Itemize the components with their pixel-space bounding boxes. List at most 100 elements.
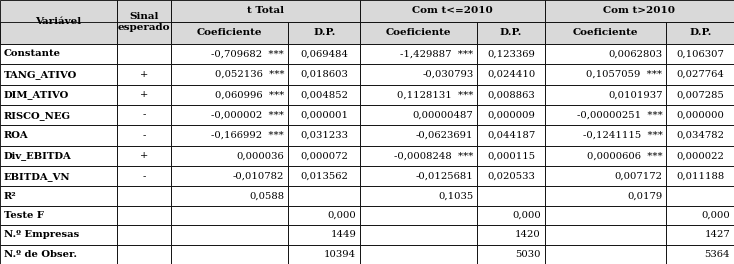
Text: EBITDA_VN: EBITDA_VN [4, 172, 70, 181]
Bar [171, 166, 288, 186]
Text: -0,0008248  ***: -0,0008248 *** [394, 151, 473, 160]
Text: +: + [140, 151, 148, 160]
Bar [0, 84, 117, 105]
Bar [171, 146, 288, 166]
Text: t Total: t Total [247, 6, 284, 15]
Text: 5364: 5364 [705, 250, 730, 259]
Text: Teste F: Teste F [4, 211, 44, 220]
Text: Div_EBITDA: Div_EBITDA [4, 151, 72, 160]
Bar [666, 22, 734, 44]
Text: Com t>2010: Com t>2010 [603, 6, 675, 15]
Bar [477, 125, 545, 146]
Bar [0, 44, 117, 64]
Bar [477, 146, 545, 166]
Bar [666, 245, 734, 264]
Text: +: + [140, 90, 148, 99]
Bar [545, 125, 666, 146]
Bar [477, 245, 545, 264]
Bar [477, 186, 545, 206]
Text: 0,020533: 0,020533 [487, 172, 535, 181]
Text: N.º de Obser.: N.º de Obser. [4, 250, 77, 259]
Text: 0,000072: 0,000072 [300, 151, 348, 160]
Text: 0,000009: 0,000009 [487, 111, 535, 120]
Bar [545, 44, 666, 64]
Text: 0,034782: 0,034782 [676, 131, 724, 140]
Bar [666, 186, 734, 206]
Text: Variável: Variável [35, 17, 81, 26]
Bar [171, 105, 288, 125]
Bar [666, 206, 734, 225]
Bar [360, 84, 477, 105]
Text: 0,000: 0,000 [512, 211, 541, 220]
Bar [171, 225, 288, 245]
Text: -: - [142, 131, 146, 140]
Bar [288, 166, 360, 186]
Text: 0,000001: 0,000001 [300, 111, 348, 120]
Bar [171, 64, 288, 84]
Bar [360, 44, 477, 64]
Text: Com t<=2010: Com t<=2010 [413, 6, 493, 15]
Bar [666, 44, 734, 64]
Bar [545, 84, 666, 105]
Bar [545, 166, 666, 186]
Bar [477, 105, 545, 125]
Bar [288, 22, 360, 44]
Bar [666, 225, 734, 245]
Bar [666, 64, 734, 84]
Bar [360, 64, 477, 84]
Text: -0,1241115  ***: -0,1241115 *** [583, 131, 663, 140]
Bar [360, 186, 477, 206]
Text: 5030: 5030 [515, 250, 541, 259]
Text: 10394: 10394 [324, 250, 356, 259]
Text: Constante: Constante [4, 49, 61, 58]
Bar [288, 245, 360, 264]
Text: 1449: 1449 [330, 230, 356, 239]
Bar [171, 84, 288, 105]
Text: 0,0179: 0,0179 [628, 192, 663, 201]
Text: N.º Empresas: N.º Empresas [4, 230, 79, 239]
Text: -: - [142, 111, 146, 120]
Text: 0,1035: 0,1035 [438, 192, 473, 201]
Text: 0,1128131  ***: 0,1128131 *** [397, 90, 473, 99]
Bar [0, 166, 117, 186]
Text: 0,069484: 0,069484 [300, 49, 348, 58]
Bar [288, 225, 360, 245]
Text: 0,052136  ***: 0,052136 *** [215, 70, 284, 79]
Bar [171, 245, 288, 264]
Bar [0, 206, 117, 225]
Bar [288, 105, 360, 125]
Bar [545, 186, 666, 206]
Bar [360, 105, 477, 125]
Text: D.P.: D.P. [500, 28, 523, 37]
Text: -0,00000251  ***: -0,00000251 *** [577, 111, 663, 120]
Bar [288, 44, 360, 64]
Bar [0, 105, 117, 125]
Text: 1420: 1420 [515, 230, 541, 239]
Bar [477, 22, 545, 44]
Text: -0,030793: -0,030793 [422, 70, 473, 79]
Text: R²: R² [4, 192, 17, 201]
Bar [117, 225, 171, 245]
Bar [117, 146, 171, 166]
Text: 0,000: 0,000 [701, 211, 730, 220]
Text: Coeficiente: Coeficiente [197, 28, 263, 37]
Bar [117, 84, 171, 105]
Bar [545, 22, 666, 44]
Bar [117, 22, 171, 44]
Bar [288, 206, 360, 225]
Bar [288, 186, 360, 206]
Text: RISCO_NEG: RISCO_NEG [4, 111, 71, 120]
Text: 0,000: 0,000 [327, 211, 356, 220]
Bar [171, 125, 288, 146]
Text: 1427: 1427 [704, 230, 730, 239]
Bar [0, 146, 117, 166]
Bar [666, 105, 734, 125]
Bar [545, 225, 666, 245]
Text: 0,0588: 0,0588 [249, 192, 284, 201]
Text: 0,027764: 0,027764 [676, 70, 724, 79]
Text: 0,013562: 0,013562 [300, 172, 348, 181]
Text: D.P.: D.P. [313, 28, 335, 37]
Text: Coeficiente: Coeficiente [573, 28, 639, 37]
Text: TANG_ATIVO: TANG_ATIVO [4, 70, 77, 79]
Bar [0, 125, 117, 146]
